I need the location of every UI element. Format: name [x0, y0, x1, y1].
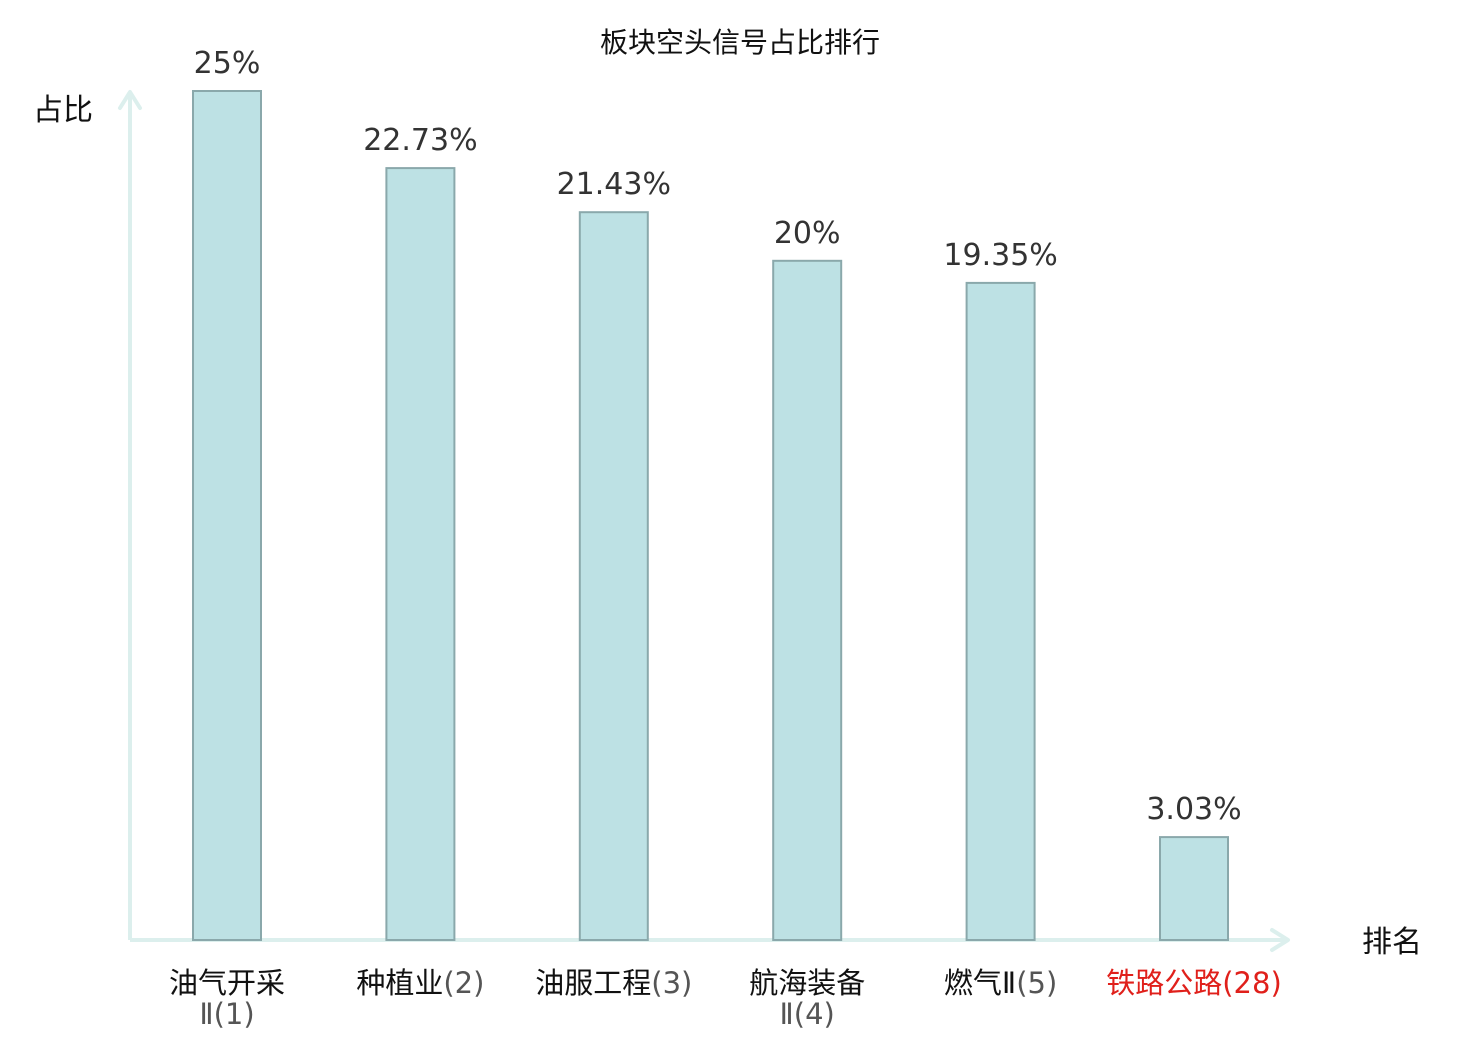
bar-6: [1159, 836, 1229, 941]
category-label-4: 航海装备 Ⅱ(4): [749, 966, 865, 1031]
category-name-suffix-4: Ⅱ: [780, 997, 794, 1031]
bar-4: [772, 259, 843, 941]
category-name-3: 油服工程: [535, 966, 651, 1000]
x-axis: [130, 928, 1290, 952]
category-rank-3: (3): [651, 966, 692, 1000]
chart-title: 板块空头信号占比排行: [600, 26, 880, 59]
category-rank-4: (4): [794, 997, 835, 1031]
value-label-4: 20%: [774, 216, 841, 251]
category-label-6: 铁路公路(28): [1106, 966, 1282, 1000]
category-labels-group: 油气开采 Ⅱ(1)种植业(2) 油服工程(3) 航海装备 Ⅱ(4)燃气Ⅱ(5) 铁路公路(…: [169, 966, 1282, 1031]
value-labels-group: 25% 22.73% 21.43% 20% 19.35% 3.03%: [194, 46, 1242, 827]
category-label-3: 油服工程(3): [535, 966, 692, 1000]
bar-5: [965, 281, 1036, 941]
bars-group: [192, 90, 1229, 942]
category-label-2: 种植业(2): [356, 966, 484, 1000]
value-label-5: 19.35%: [943, 238, 1057, 273]
value-label-6: 3.03%: [1146, 792, 1241, 827]
value-label-3: 21.43%: [557, 167, 671, 202]
category-rank-6: (28): [1222, 966, 1282, 1000]
value-label-2: 22.73%: [363, 123, 477, 158]
bar-2: [385, 167, 456, 942]
category-label-1: 油气开采 Ⅱ(1): [169, 966, 285, 1031]
category-rank-5: (5): [1016, 966, 1057, 1000]
bar-3: [578, 211, 649, 941]
category-label-5: 燃气Ⅱ(5): [944, 966, 1057, 1000]
category-name-1: 油气开采: [169, 966, 285, 1000]
y-axis-label: 占比: [33, 93, 93, 128]
value-label-1: 25%: [194, 46, 261, 81]
category-rank-1: (1): [214, 997, 255, 1031]
bar-1: [192, 90, 262, 941]
category-name-6: 铁路公路: [1106, 966, 1222, 1000]
category-name-suffix-1: Ⅱ: [199, 997, 213, 1031]
category-rank-2: (2): [443, 966, 484, 1000]
category-name-4: 航海装备: [749, 966, 865, 1000]
x-axis-label: 排名: [1362, 925, 1422, 960]
category-name-2: 种植业: [356, 966, 443, 1000]
y-axis: [118, 90, 142, 940]
category-name-5: 燃气Ⅱ: [944, 966, 1016, 1000]
